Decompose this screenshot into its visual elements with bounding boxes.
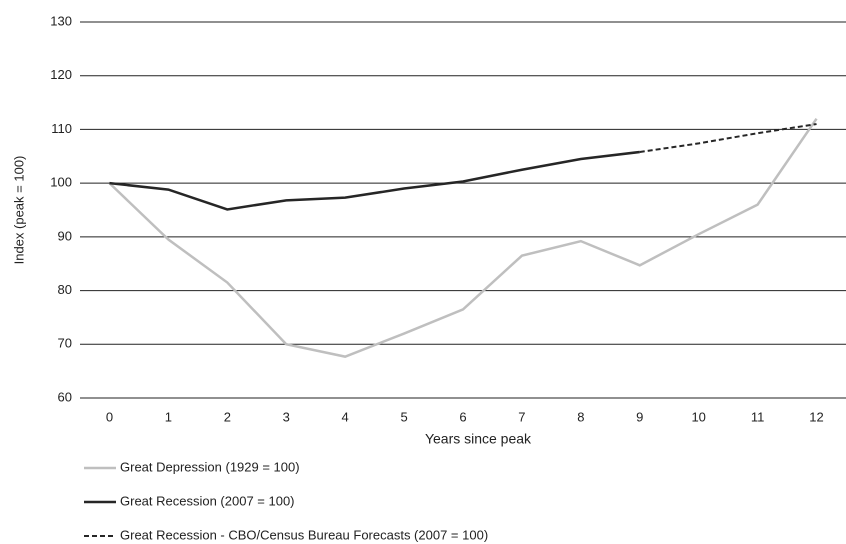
- y-tick-label: 70: [58, 336, 72, 351]
- legend-label: Great Recession - CBO/Census Bureau Fore…: [120, 527, 488, 542]
- legend-label: Great Recession (2007 = 100): [120, 493, 295, 508]
- y-tick-label: 60: [58, 389, 72, 404]
- series-line: [108, 117, 818, 358]
- x-tick-label: 9: [636, 409, 643, 424]
- y-tick-label: 130: [50, 13, 72, 28]
- x-tick-label: 7: [518, 409, 525, 424]
- y-axis-label: Index (peak = 100): [11, 156, 26, 265]
- x-tick-label: 11: [751, 409, 765, 424]
- x-tick-label: 6: [459, 409, 466, 424]
- y-tick-label: 120: [50, 67, 72, 82]
- x-tick-label: 10: [691, 409, 705, 424]
- x-tick-label: 2: [224, 409, 231, 424]
- x-tick-label: 4: [342, 409, 349, 424]
- x-tick-label: 0: [106, 409, 113, 424]
- x-tick-label: 8: [577, 409, 584, 424]
- series-line: [109, 150, 640, 211]
- y-tick-label: 110: [51, 121, 72, 136]
- x-tick-label: 3: [283, 409, 290, 424]
- series-line: [639, 123, 817, 153]
- x-tick-label: 1: [165, 409, 172, 424]
- x-tick-label: 5: [400, 409, 407, 424]
- y-tick-label: 90: [58, 228, 72, 243]
- legend-label: Great Depression (1929 = 100): [120, 459, 300, 474]
- y-tick-label: 80: [58, 282, 72, 297]
- x-tick-label: 12: [809, 409, 823, 424]
- y-tick-label: 100: [50, 175, 72, 190]
- x-axis-label: Years since peak: [425, 431, 532, 447]
